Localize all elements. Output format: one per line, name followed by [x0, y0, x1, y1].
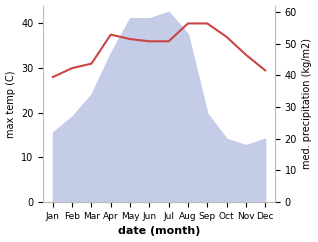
Y-axis label: max temp (C): max temp (C) — [5, 70, 16, 138]
Y-axis label: med. precipitation (kg/m2): med. precipitation (kg/m2) — [302, 38, 313, 169]
X-axis label: date (month): date (month) — [118, 227, 200, 236]
